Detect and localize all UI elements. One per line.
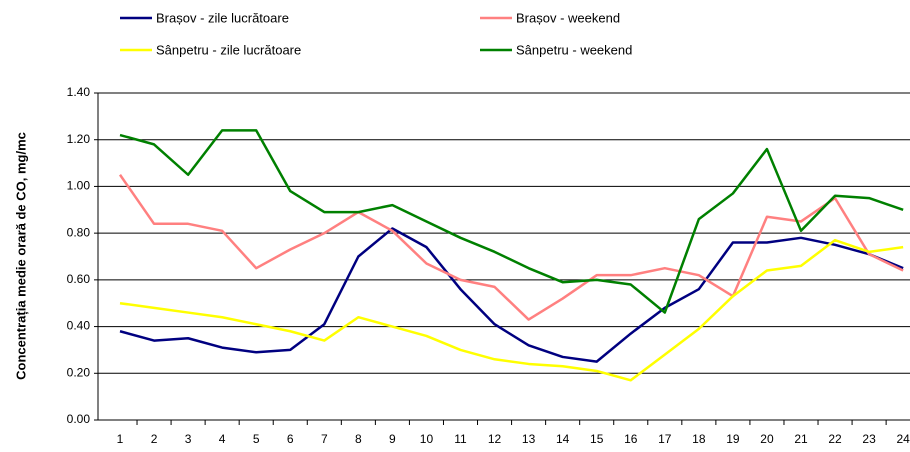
y-tick-label: 1.40 [67,85,91,99]
y-tick-label: 0.00 [67,412,91,426]
series-line [119,238,904,382]
y-tick-label: 0.20 [67,365,91,379]
legend-label: Sânpetru - zile lucrătoare [156,42,301,57]
y-tick-label: 0.60 [67,272,91,286]
x-tick-label: 17 [658,432,672,446]
series-line [118,174,904,321]
legend-label: Sânpetru - weekend [516,42,632,57]
x-tick-label: 20 [760,432,774,446]
x-tick-label: 7 [321,432,328,446]
y-tick-label: 1.20 [67,132,91,146]
x-tick-label: 18 [692,432,706,446]
x-tick-label: 8 [355,432,362,446]
x-tick-label: 15 [590,432,604,446]
x-tick-label: 5 [253,432,260,446]
x-tick-label: 3 [185,432,192,446]
x-tick-label: 11 [454,432,467,446]
x-tick-label: 19 [726,432,740,446]
x-tick-label: 9 [389,432,396,446]
legend-label: Brașov - zile lucrătoare [156,10,289,25]
y-tick-label: 0.80 [67,225,91,239]
x-tick-label: 21 [794,432,808,446]
x-tick-label: 2 [151,432,158,446]
x-tick-label: 12 [488,432,502,446]
series-line [119,227,904,363]
x-tick-label: 16 [624,432,638,446]
y-tick-label: 1.00 [67,179,91,193]
x-tick-label: 22 [828,432,842,446]
x-tick-label: 24 [896,432,910,446]
legend-label: Brașov - weekend [516,10,620,25]
y-axis-label: Concentrația medie orară de CO, mg/mc [13,132,28,380]
x-tick-label: 14 [556,432,570,446]
y-tick-label: 0.40 [67,319,91,333]
series-line [119,129,904,314]
x-tick-label: 10 [420,432,434,446]
x-tick-label: 6 [287,432,294,446]
x-tick-label: 4 [219,432,226,446]
x-tick-label: 13 [522,432,536,446]
x-tick-label: 23 [862,432,876,446]
x-tick-label: 1 [117,432,124,446]
